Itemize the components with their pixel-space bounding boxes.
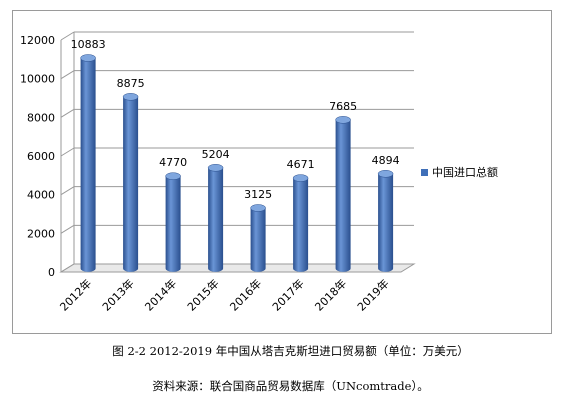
chart-frame: 0 2000 4000 6000 8000 10000 12000 10883 2012年 887… (12, 10, 552, 334)
gridline-diagonal (60, 108, 75, 118)
bar (292, 174, 309, 272)
bar-top (122, 93, 139, 101)
figure-caption: 图 2-2 2012-2019 年中国从塔吉克斯坦进口贸易额（单位：万美元） (112, 344, 469, 358)
x-tick-label: 2013年 (99, 276, 136, 313)
bar-top (207, 164, 224, 172)
x-tick-label: 2012年 (57, 276, 94, 313)
chart-floor (59, 263, 416, 273)
data-label: 4894 (372, 154, 400, 167)
y-tick-label: 2000 (27, 227, 55, 240)
bar-top (80, 54, 96, 62)
y-tick-label: 10000 (20, 73, 55, 86)
bar-top (165, 172, 181, 180)
y-tick-label: 0 (48, 266, 55, 279)
bar-body (80, 57, 96, 272)
bar-top (292, 174, 309, 182)
x-tick-label: 2019年 (354, 276, 391, 313)
data-label: 8875 (117, 77, 145, 90)
bar (122, 93, 139, 272)
x-tick-label: 2016年 (227, 276, 264, 313)
bar (80, 54, 96, 272)
bar (250, 204, 266, 272)
x-tick-label: 2015年 (184, 276, 221, 313)
data-label: 7685 (329, 100, 357, 113)
bar-top (250, 204, 266, 212)
bar-body (335, 119, 351, 272)
legend-label: 中国进口总额 (432, 165, 498, 179)
bar (207, 164, 224, 272)
x-tick-label: 2017年 (269, 276, 306, 313)
data-label: 4671 (287, 158, 315, 171)
gridline-diagonal (60, 31, 75, 41)
y-tick-label: 4000 (27, 189, 55, 202)
bar (335, 116, 351, 272)
x-tick-label: 2018年 (312, 276, 349, 313)
bar-body (250, 207, 266, 272)
bar-body (378, 173, 394, 272)
bar (377, 170, 394, 272)
data-label: 3125 (244, 188, 272, 201)
bar-chart: 0 2000 4000 6000 8000 10000 12000 10883 2012年 887… (20, 31, 498, 314)
data-label: 4770 (159, 156, 187, 169)
y-tick-label: 6000 (27, 150, 55, 163)
y-tick-label: 8000 (27, 111, 55, 124)
bar-body (208, 167, 224, 272)
y-tick-label: 12000 (20, 34, 55, 47)
x-tick-label: 2014年 (142, 276, 179, 313)
bar-top (377, 170, 394, 178)
source-note: 资料来源：联合国商品贸易数据库（UNcomtrade）。 (152, 379, 429, 393)
bar-body (165, 176, 181, 272)
gridline-diagonal (60, 186, 75, 196)
gridline-diagonal (60, 70, 75, 80)
data-label: 10883 (71, 38, 106, 51)
bar-body (293, 178, 309, 272)
gridline-diagonal (60, 224, 75, 234)
bar-body (123, 96, 139, 272)
gridline-diagonal (60, 147, 75, 157)
data-label: 5204 (202, 148, 230, 161)
bar (165, 172, 181, 272)
bar-top (335, 116, 351, 124)
gridline-diagonal (60, 263, 75, 273)
legend-swatch (421, 169, 428, 176)
